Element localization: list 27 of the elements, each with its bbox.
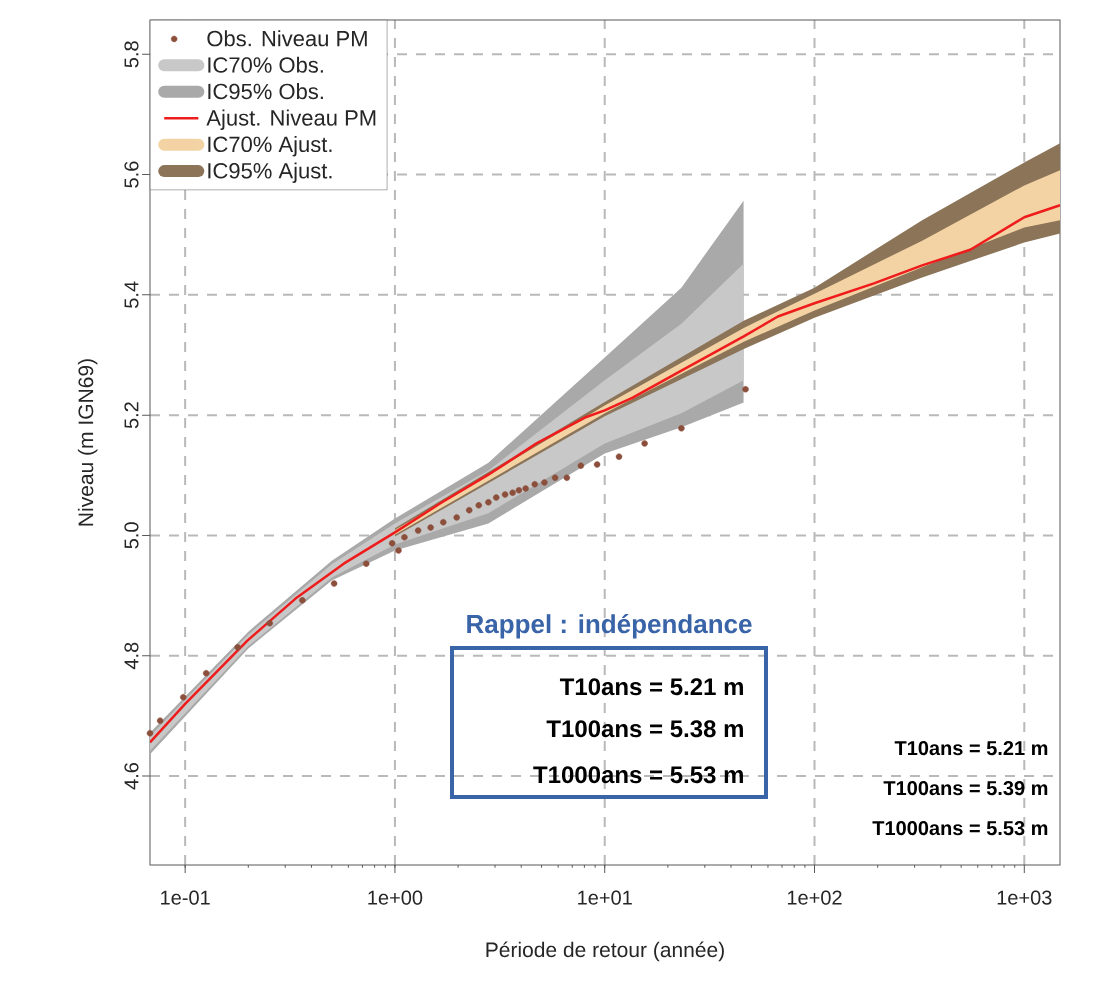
x-axis-title: Période de retour (année): [486, 941, 724, 962]
y-tick-label: 5.0: [124, 522, 139, 549]
y-tick-label: 5.8: [124, 41, 139, 68]
y-axis-title: Niveau (m IGN69): [77, 359, 98, 526]
x-tick-label: 1e-01: [161, 890, 210, 905]
legend-label: IC70% Obs.: [208, 56, 323, 73]
legend-label: Obs. Niveau PM: [207, 30, 367, 47]
annotation: T10ans = 5.21 m: [559, 678, 743, 696]
annotation: Rappel : indépendance: [467, 613, 752, 639]
legend-label: Ajust. Niveau PM: [206, 109, 376, 131]
y-tick-label: 4.6: [124, 762, 139, 790]
annotation: T100ans = 5.38 m: [546, 720, 743, 738]
y-tick-label: 5.2: [124, 402, 139, 429]
annotation: T1000ans = 5.53 m: [533, 766, 743, 784]
legend-label: IC95% Ajust.: [208, 162, 332, 183]
x-tick-label: 1e+02: [787, 890, 842, 905]
y-tick-label: 5.4: [124, 281, 139, 308]
annotation: T100ans = 5.39 m: [883, 781, 1048, 796]
y-tick-label: 5.6: [124, 161, 139, 188]
x-tick-label: 1e+01: [578, 890, 632, 905]
legend-label: IC95% Obs.: [208, 83, 323, 100]
legend-label: IC70% Ajust.: [208, 135, 332, 157]
x-tick-label: 1e+03: [997, 890, 1052, 905]
x-tick-label: 1e+00: [368, 890, 423, 905]
y-tick-label: 4.8: [124, 642, 139, 670]
annotation: T1000ans = 5.53 m: [872, 821, 1048, 836]
annotation: T10ans = 5.21 m: [894, 741, 1048, 756]
